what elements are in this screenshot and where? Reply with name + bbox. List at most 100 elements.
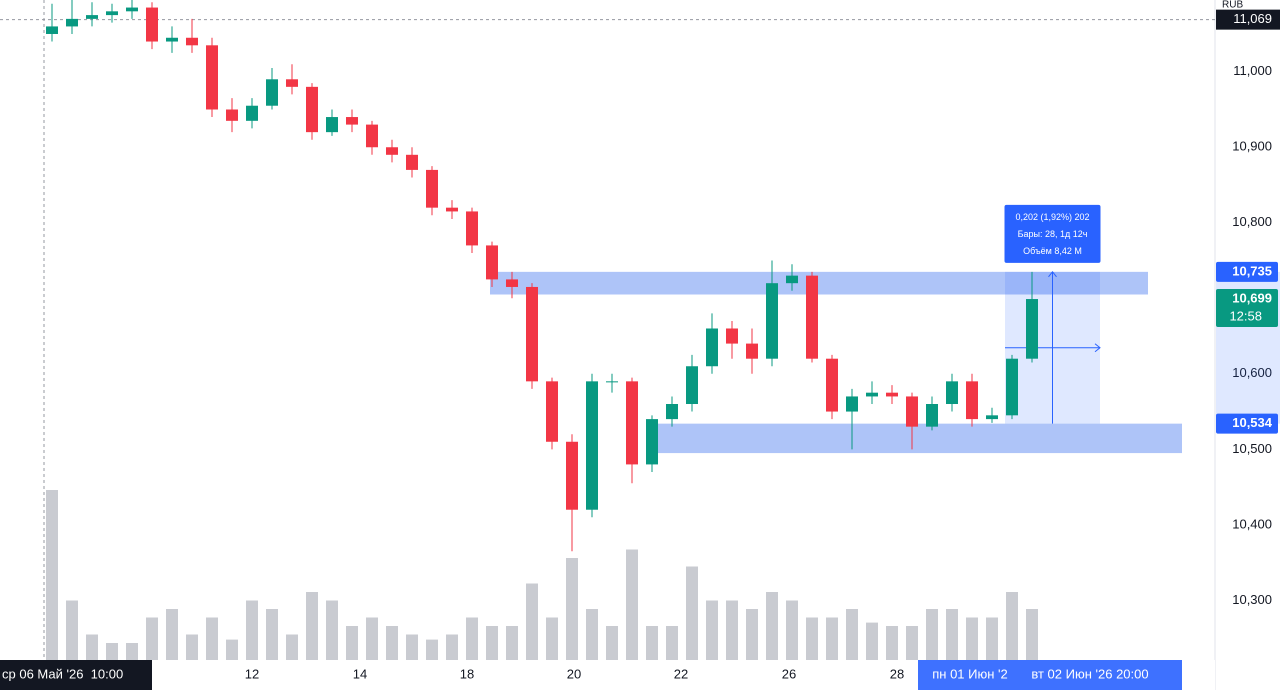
- volume-bar: [186, 634, 198, 660]
- range-label: вт 02 Июн '26 20:00: [1031, 666, 1148, 681]
- measure-tooltip: [1004, 204, 1101, 263]
- volume-bar: [226, 639, 238, 660]
- candle-body: [206, 45, 218, 110]
- volume-bar: [406, 634, 418, 660]
- volume-bar: [206, 617, 218, 660]
- volume-bar: [246, 600, 258, 660]
- candle-body: [686, 366, 698, 405]
- candle-body: [506, 279, 518, 287]
- volume-bar: [826, 617, 838, 660]
- candle-body: [106, 11, 118, 16]
- candle-body: [126, 7, 138, 12]
- volume-bar: [1026, 609, 1038, 660]
- volume-bar: [986, 617, 998, 660]
- volume-bar: [786, 600, 798, 660]
- candle-body: [446, 207, 458, 212]
- currency: RUB: [1222, 0, 1243, 11]
- volume-bar: [586, 609, 598, 660]
- price-label-box: [1216, 413, 1278, 434]
- volume-bar: [726, 600, 738, 660]
- price-label-box: [1216, 289, 1278, 328]
- candle-body: [846, 396, 858, 412]
- candle-body: [986, 415, 998, 420]
- volume-bar: [466, 617, 478, 660]
- volume-bar: [666, 626, 678, 660]
- candle-body: [246, 105, 258, 121]
- x-tick-label: 28: [890, 666, 904, 681]
- y-tick-label: 10,800: [1232, 214, 1272, 229]
- crosshair-time: ср 06 Май '26 10:00: [2, 666, 123, 681]
- candle-body: [666, 404, 678, 420]
- volume-bar: [646, 626, 658, 660]
- candle-body: [386, 147, 398, 155]
- candle-body: [606, 381, 618, 383]
- volume-bar: [326, 600, 338, 660]
- volume-bar: [766, 592, 778, 660]
- volume-bar: [46, 490, 58, 660]
- volume-bar: [66, 600, 78, 660]
- volume-bar: [566, 558, 578, 660]
- candle-body: [786, 275, 798, 284]
- volume-bar: [846, 609, 858, 660]
- candle-body: [426, 169, 438, 208]
- range-label-box: [918, 660, 1182, 690]
- candle-body: [1026, 299, 1038, 359]
- candle-body: [146, 7, 158, 42]
- candle-body: [746, 343, 758, 359]
- volume-bar: [306, 592, 318, 660]
- candle-body: [546, 381, 558, 442]
- candle-body: [346, 117, 358, 125]
- crosshair-price: 11,069: [1233, 11, 1272, 26]
- y-tick-label: 10,600: [1232, 365, 1272, 380]
- candle-body: [766, 283, 778, 359]
- y-tick-label: 10,500: [1232, 441, 1272, 456]
- volume-bar: [126, 643, 138, 660]
- volume-bar: [166, 609, 178, 660]
- candle-body: [306, 86, 318, 133]
- x-tick-label: 26: [782, 666, 796, 681]
- volume-bar: [906, 626, 918, 660]
- x-tick-label: 14: [353, 666, 367, 681]
- arrowhead: [1048, 271, 1057, 278]
- candle-body: [866, 392, 878, 397]
- volume-bar: [506, 626, 518, 660]
- x-tick-label: 22: [674, 666, 688, 681]
- volume-bar: [346, 626, 358, 660]
- price-label-box: [1216, 261, 1278, 282]
- measure-text: 0,202 (1,92%) 202: [1015, 212, 1089, 222]
- candle-body: [586, 381, 598, 510]
- volume-bar: [286, 634, 298, 660]
- candle-body: [926, 404, 938, 427]
- volume-bar: [926, 609, 938, 660]
- crosshair-time-box: [0, 660, 152, 690]
- candle-body: [646, 419, 658, 465]
- volume-bar: [746, 609, 758, 660]
- candle-body: [486, 245, 498, 280]
- zone: [655, 423, 1182, 454]
- candle-body: [326, 117, 338, 133]
- candle-body: [966, 381, 978, 420]
- price-label: 10,534: [1232, 415, 1273, 430]
- y-tick-label: 10,300: [1232, 592, 1272, 607]
- y-tick-label: 10,400: [1232, 516, 1272, 531]
- x-tick-label: 20: [567, 666, 581, 681]
- range-label: пн 01 Июн '2: [932, 666, 1008, 681]
- candle-body: [226, 109, 238, 121]
- candle-body: [66, 18, 78, 27]
- volume-bar: [526, 583, 538, 660]
- volume-bar: [866, 622, 878, 660]
- price-label-time: 12:58: [1229, 308, 1262, 323]
- volume-bar: [266, 609, 278, 660]
- candle-body: [726, 328, 738, 344]
- candle-body: [286, 79, 298, 87]
- candle-body: [466, 211, 478, 246]
- y-tick-label: 10,900: [1232, 139, 1272, 154]
- candle-body: [266, 79, 278, 106]
- volume-bar: [486, 626, 498, 660]
- candle-body: [806, 275, 818, 359]
- volume-bar: [1006, 592, 1018, 660]
- candle-body: [526, 286, 538, 382]
- crosshair-price-box: [1216, 9, 1280, 30]
